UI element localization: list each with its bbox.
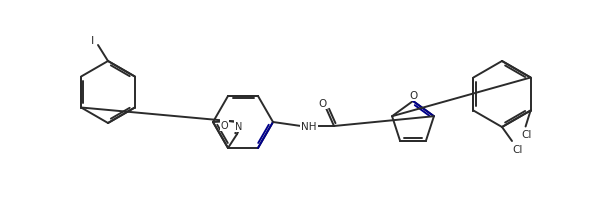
Text: O: O <box>318 99 326 108</box>
Text: I: I <box>90 36 94 46</box>
Text: NH: NH <box>301 121 317 131</box>
Text: N: N <box>235 122 242 131</box>
Text: O: O <box>221 121 228 130</box>
Text: O: O <box>409 91 417 100</box>
Text: Cl: Cl <box>522 130 532 140</box>
Text: Cl: Cl <box>513 144 523 154</box>
